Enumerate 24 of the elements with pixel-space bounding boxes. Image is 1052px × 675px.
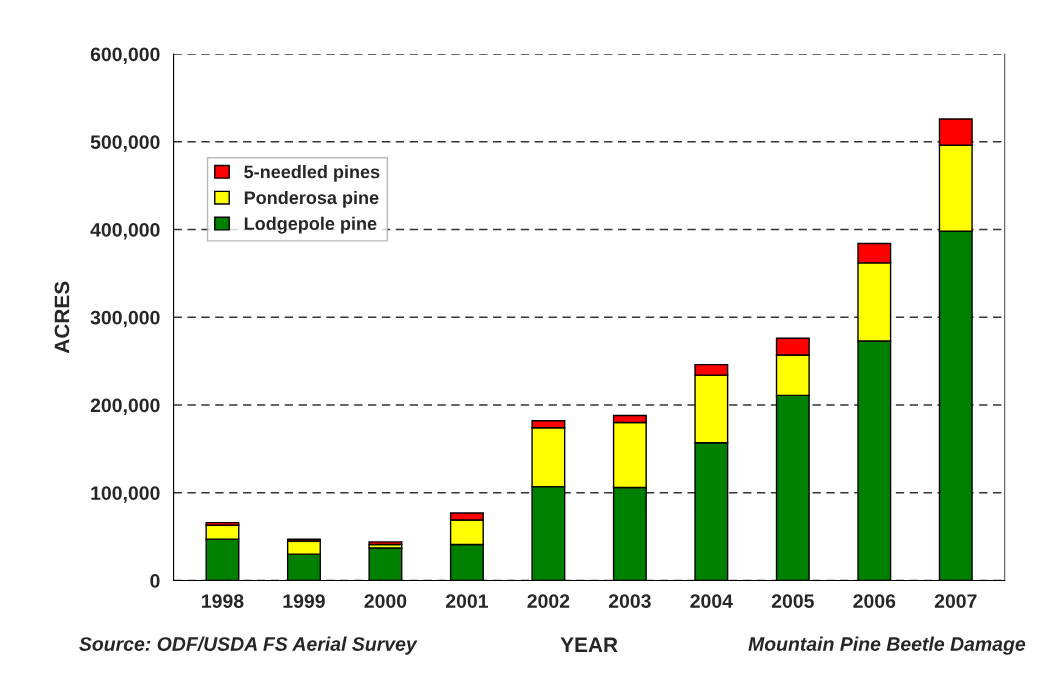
x-axis-title: YEAR (560, 637, 618, 652)
legend-label: 5-needled pines (244, 165, 380, 182)
x-tick-label: 2006 (853, 594, 896, 608)
legend-label: Ponderosa pine (244, 190, 379, 208)
x-tick-label: 1998 (202, 594, 244, 608)
y-tick-label: 0 (150, 573, 160, 588)
legend-label: Lodgepole pine (244, 216, 377, 234)
x-tick-label: 2005 (771, 594, 814, 608)
x-tick-label: 2001 (445, 594, 488, 608)
y-tick-label: 300,000 (90, 310, 160, 328)
x-tick-label: 2007 (934, 594, 977, 608)
y-axis-title: ACRES (54, 281, 70, 354)
y-tick-label: 200,000 (90, 398, 160, 416)
y-tick-label: 500,000 (90, 135, 160, 152)
x-tick-label: 2004 (690, 594, 733, 608)
y-tick-label: 100,000 (91, 486, 160, 503)
x-tick-label: 1999 (283, 594, 325, 608)
text: Mountain Pine Beetle Damage (748, 636, 1026, 655)
y-tick-label: 600,000 (90, 47, 160, 65)
x-tick-label: 2003 (608, 594, 651, 608)
y-tick-label: 400,000 (90, 222, 160, 240)
x-tick-label: 2000 (364, 594, 407, 608)
x-tick-label: 2002 (527, 594, 570, 608)
source-note: Source: ODF/USDA FS Aerial Survey (79, 636, 418, 655)
